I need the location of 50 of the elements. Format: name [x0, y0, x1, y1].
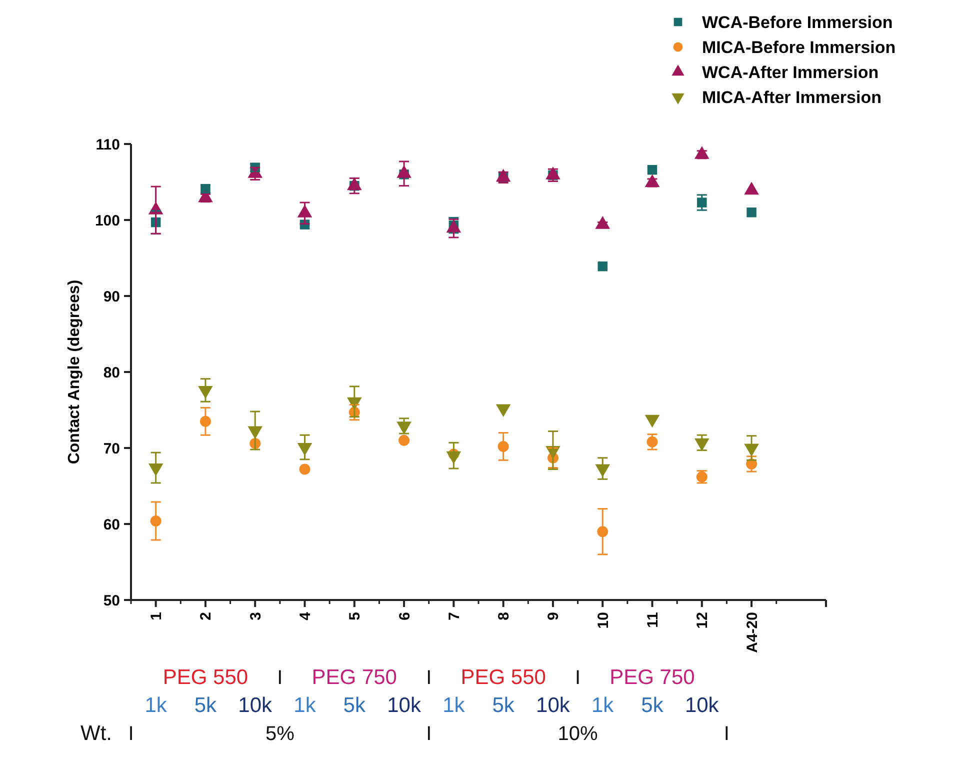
text: 5k [641, 694, 664, 717]
y-tick-label: 100 [94, 212, 120, 230]
text: 10k [238, 694, 273, 717]
x-tick-label: 11 [644, 612, 662, 628]
text: I [128, 723, 134, 745]
legend-label: WCA-Before Immersion [702, 12, 893, 32]
y-tick-label: 50 [103, 592, 120, 610]
text: 5% [265, 723, 295, 745]
text: 10k [536, 694, 570, 717]
text: Wt. [80, 722, 112, 745]
y-axis-title: Contact Angle (degrees) [66, 280, 83, 464]
text: I [575, 667, 581, 689]
x-tick-label: A4-20 [744, 612, 761, 653]
x-tick-label: 6 [396, 612, 414, 620]
x-tick-label: 3 [247, 612, 264, 620]
text: 10k [387, 694, 422, 717]
x-tick-label: 5 [346, 612, 364, 620]
y-tick-label: 110 [96, 136, 120, 154]
x-tick-label: 10 [594, 612, 612, 629]
text: 1k [144, 694, 168, 717]
y-tick-label: 60 [103, 516, 120, 534]
x-tick-label: 9 [545, 612, 562, 620]
text: PEG 550 [460, 666, 546, 689]
y-tick-label: 70 [103, 440, 120, 458]
x-tick-label: 7 [446, 612, 463, 620]
y-tick-label: 80 [103, 364, 120, 382]
text: I [426, 723, 432, 745]
x-tick-label: 8 [496, 612, 513, 620]
text: 5k [343, 694, 366, 717]
legend-label: MICA-Before Immersion [702, 38, 896, 57]
text: 5k [194, 694, 218, 717]
text: 1k [592, 694, 614, 717]
text: PEG 750 [610, 666, 695, 689]
x-tick-label: 4 [297, 611, 314, 620]
text: 10k [684, 694, 720, 717]
text: 1k [442, 694, 466, 717]
text: PEG 550 [162, 666, 248, 689]
text: I [277, 667, 283, 689]
text: I [724, 723, 730, 745]
x-tick-label: 1 [148, 612, 166, 620]
text: 1k [294, 694, 316, 717]
legend-label: WCA-After Immersion [702, 62, 879, 82]
legend-label: MICA-After Immersion [702, 88, 882, 107]
text: PEG 750 [312, 666, 398, 689]
y-tick-label: 90 [103, 288, 120, 306]
text: 10% [558, 723, 598, 745]
text: I [426, 667, 432, 689]
x-tick-label: 2 [198, 612, 215, 620]
x-tick-label: 12 [694, 612, 712, 629]
text: 5k [492, 694, 515, 717]
